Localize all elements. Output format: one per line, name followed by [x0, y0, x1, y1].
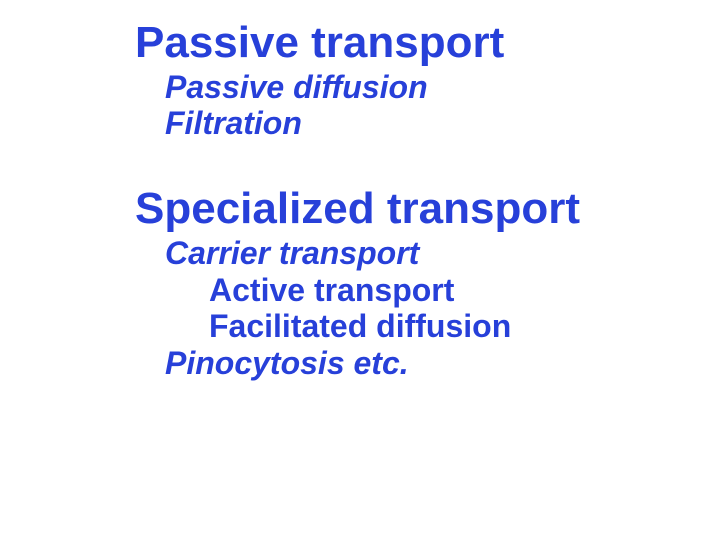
group1-item: Passive diffusion [135, 69, 720, 106]
group2-heading: Specialized transport [135, 184, 720, 235]
slide: Passive transport Passive diffusion Filt… [0, 0, 720, 540]
group1-item: Filtration [135, 105, 720, 142]
group2-item: Carrier transport [135, 235, 720, 272]
group2: Specialized transport Carrier transport … [135, 184, 720, 382]
group2-subitem: Facilitated diffusion [135, 308, 720, 345]
group2-subitem: Active transport [135, 272, 720, 309]
group1-heading: Passive transport [135, 18, 720, 69]
group2-item: Pinocytosis etc. [135, 345, 720, 382]
